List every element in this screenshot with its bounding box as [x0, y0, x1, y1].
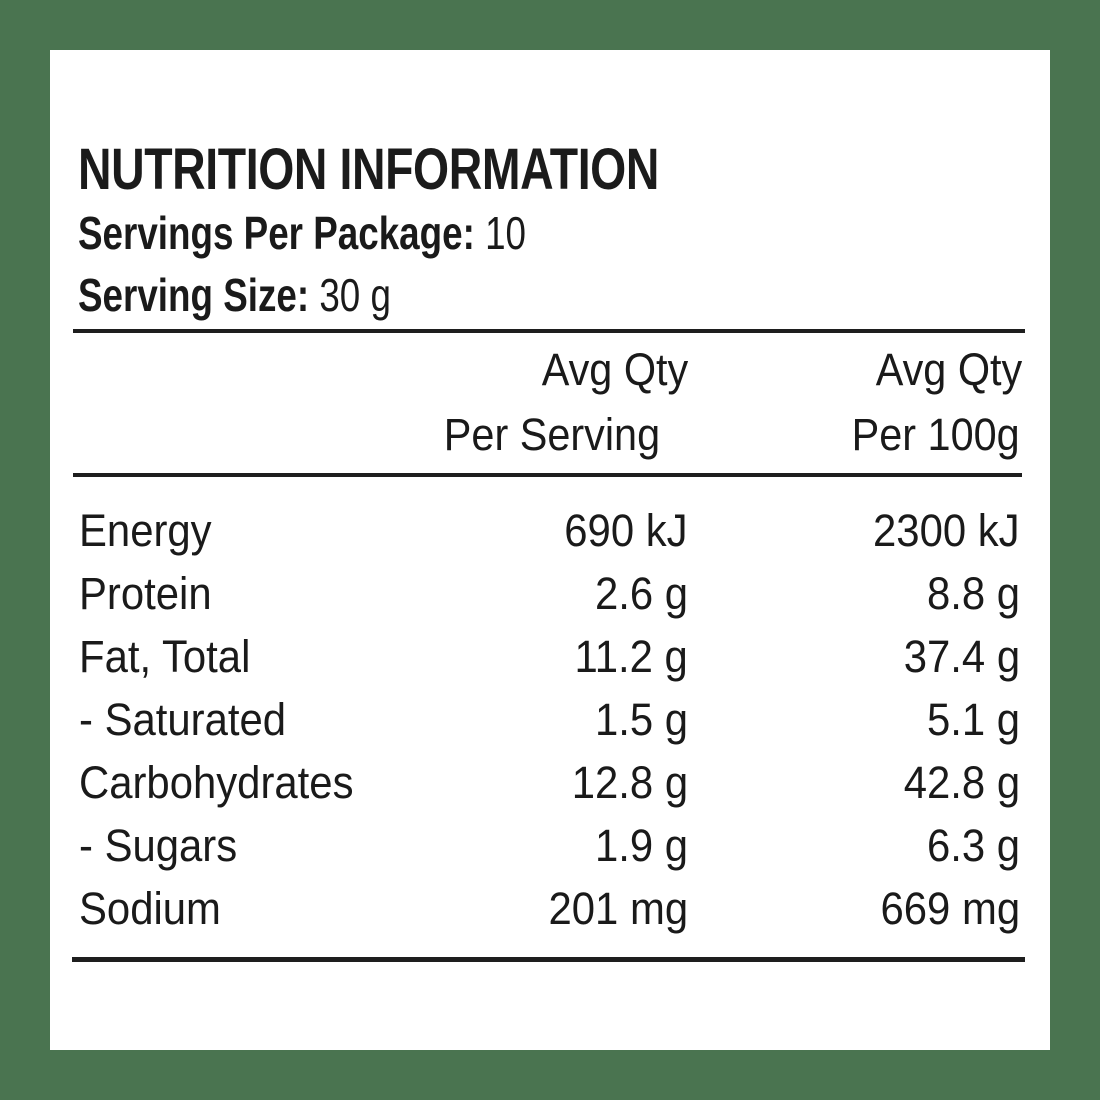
- servings-per-package-value: 10: [485, 207, 527, 259]
- serving-size: Serving Size: 30 g: [78, 270, 391, 320]
- per-100g-value: 2300 kJ: [873, 505, 1020, 556]
- per-100g-value: 37.4 g: [903, 631, 1020, 682]
- serving-size-label: Serving Size:: [78, 269, 310, 321]
- servings-per-package: Servings Per Package: 10: [78, 208, 526, 258]
- nutrient-label: Sodium: [79, 883, 221, 934]
- header-per-serving-line2: Per Serving: [443, 409, 660, 460]
- nutrient-label: Fat, Total: [79, 631, 251, 682]
- per-100g-value: 6.3 g: [926, 820, 1020, 871]
- rule-header: [73, 473, 1022, 477]
- header-per-100g-line1: Avg Qty: [875, 344, 1022, 395]
- nutrient-label: Protein: [79, 568, 212, 619]
- per-serving-value: 2.6 g: [594, 568, 688, 619]
- per-serving-value: 12.8 g: [571, 757, 688, 808]
- per-serving-value: 201 mg: [548, 883, 688, 934]
- per-100g-value: 669 mg: [880, 883, 1020, 934]
- nutrient-label: - Saturated: [79, 694, 287, 745]
- per-serving-value: 1.5 g: [594, 694, 688, 745]
- nutrition-title: NUTRITION INFORMATION: [78, 137, 659, 202]
- header-per-serving-line1: Avg Qty: [541, 344, 688, 395]
- per-serving-value: 690 kJ: [564, 505, 688, 556]
- nutrient-label: Carbohydrates: [79, 757, 354, 808]
- serving-size-value: 30 g: [319, 269, 391, 321]
- per-100g-value: 42.8 g: [903, 757, 1020, 808]
- per-serving-value: 11.2 g: [574, 631, 688, 682]
- nutrition-panel: [50, 50, 1050, 1050]
- per-100g-value: 5.1 g: [926, 694, 1020, 745]
- nutrient-label: Energy: [79, 505, 212, 556]
- per-100g-value: 8.8 g: [926, 568, 1020, 619]
- servings-per-package-label: Servings Per Package:: [78, 207, 475, 259]
- rule-top: [73, 329, 1025, 333]
- header-per-100g-line2: Per 100g: [851, 409, 1020, 460]
- nutrient-label: - Sugars: [79, 820, 238, 871]
- rule-bottom: [72, 957, 1025, 962]
- per-serving-value: 1.9 g: [594, 820, 688, 871]
